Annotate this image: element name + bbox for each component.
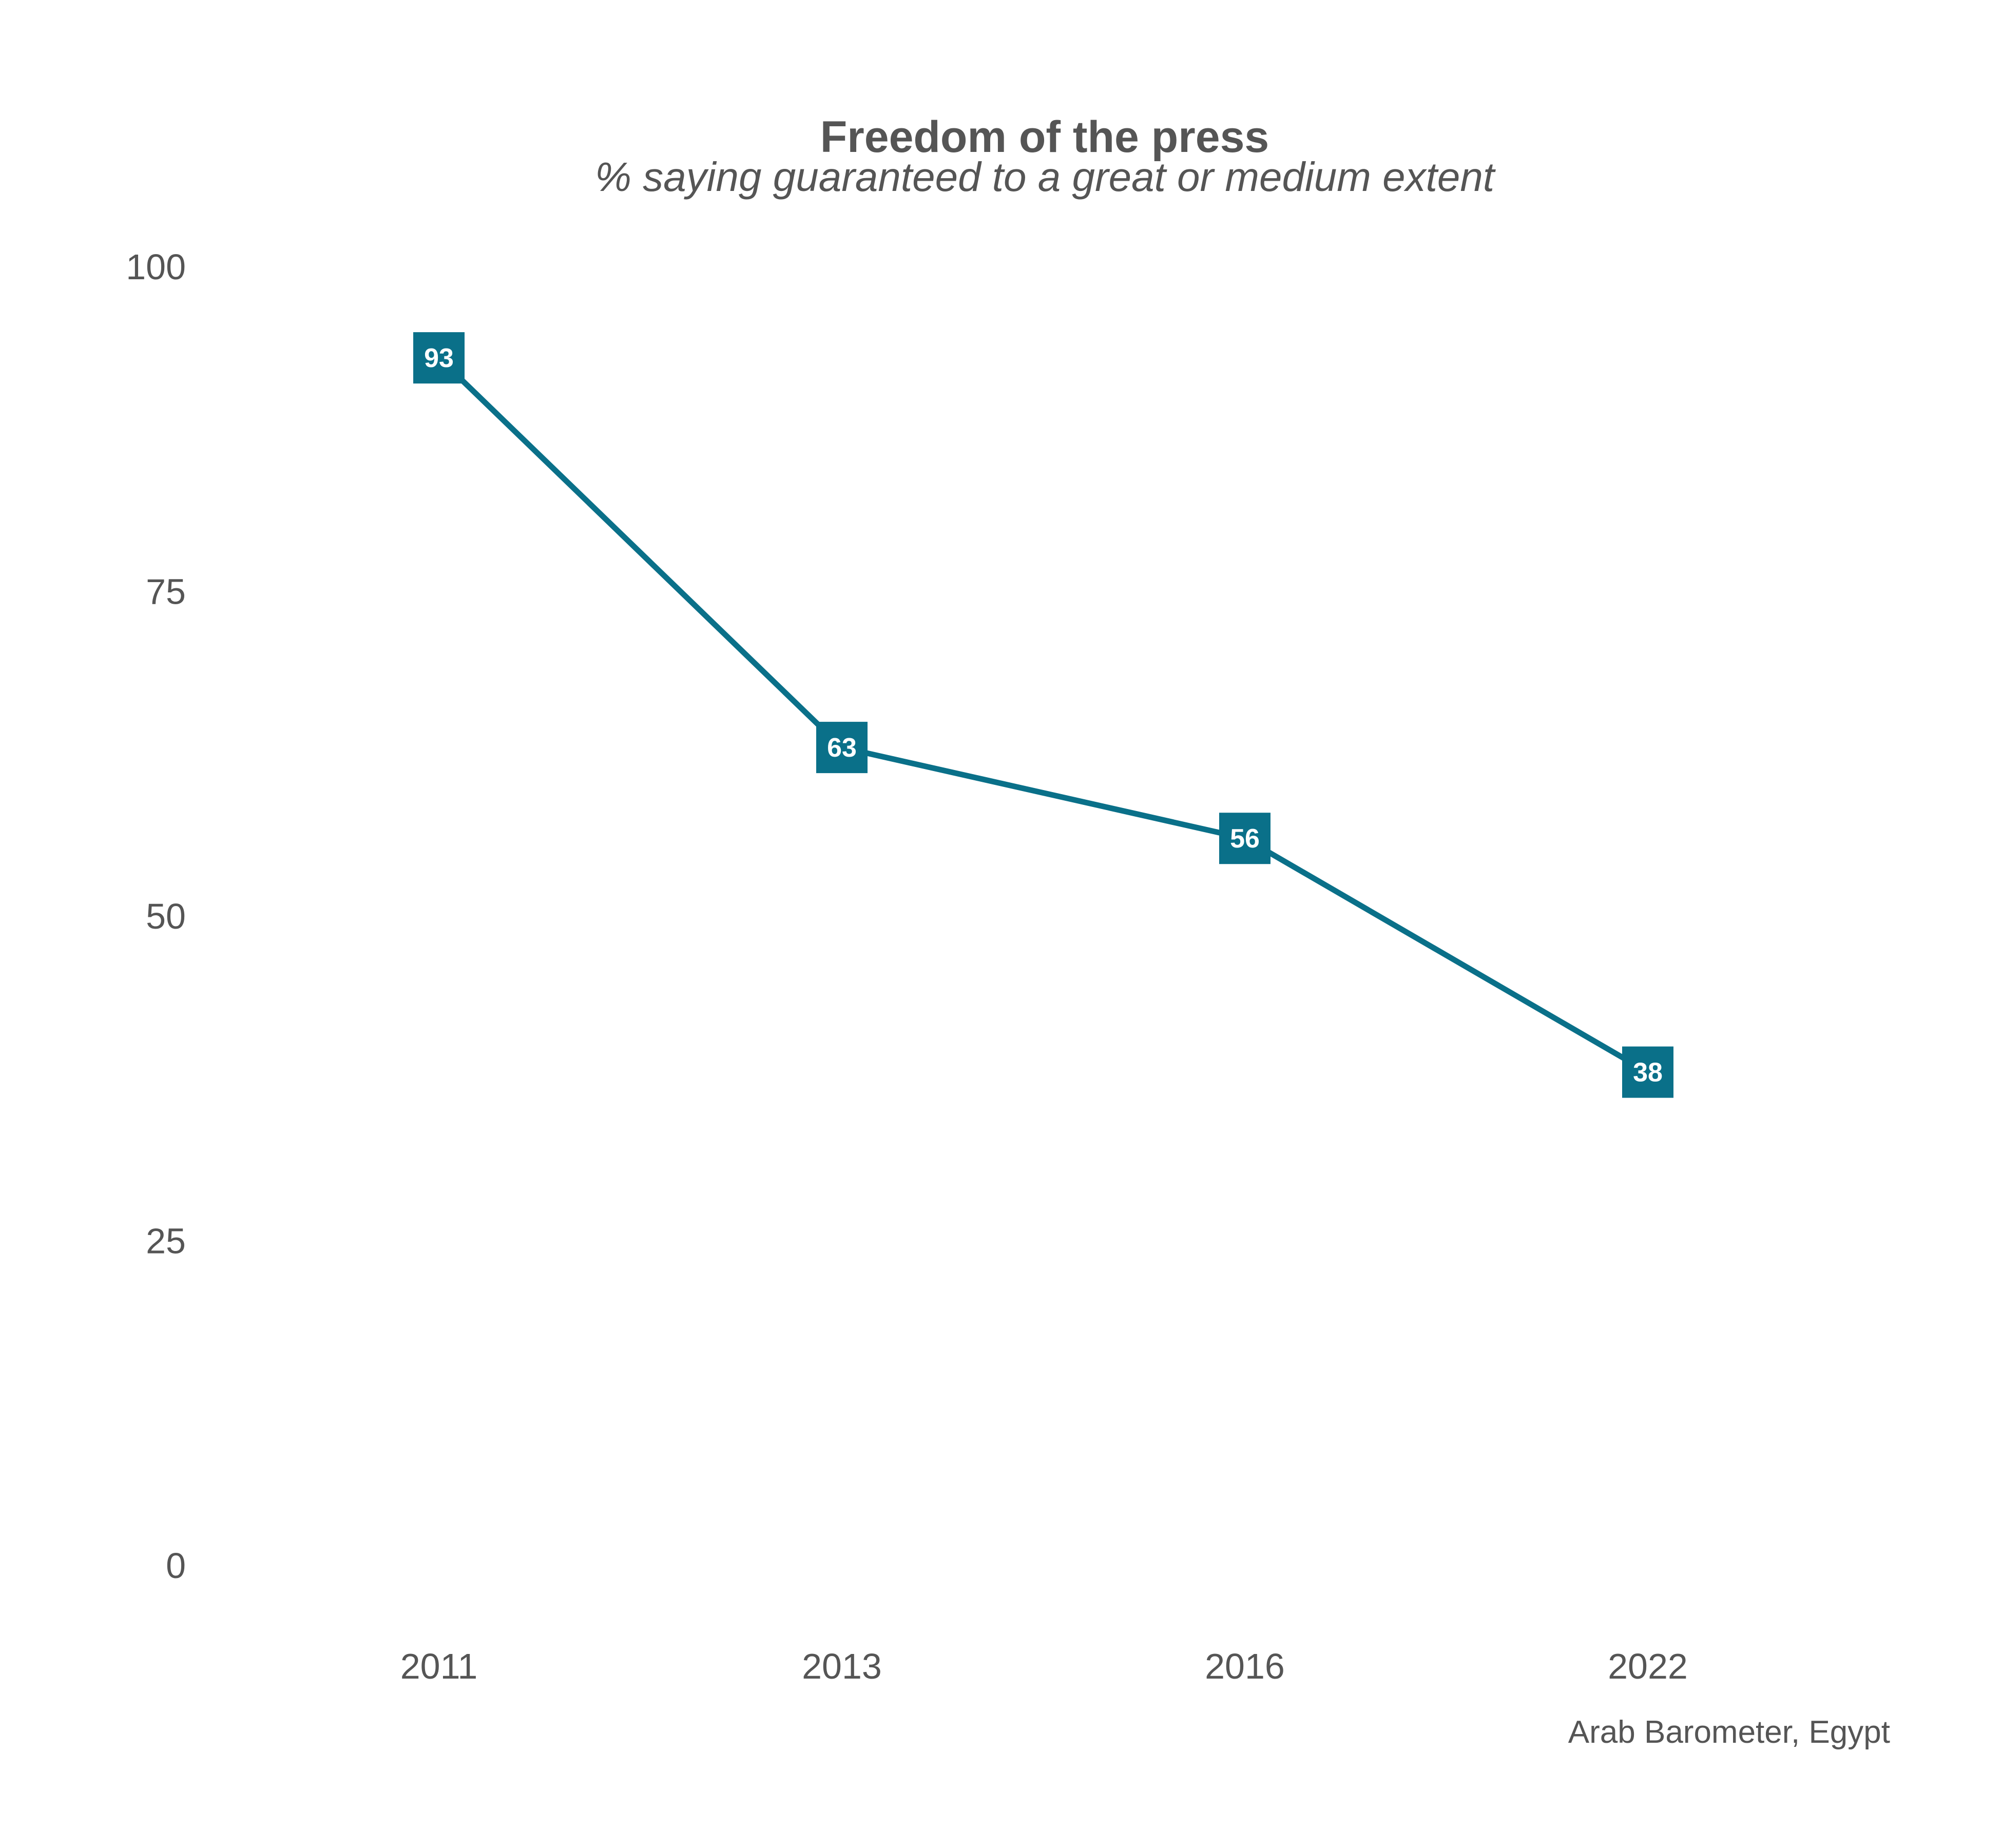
series-line <box>439 358 1648 1072</box>
y-tick-label: 0 <box>166 1546 186 1586</box>
x-tick-label: 2016 <box>1205 1646 1285 1686</box>
x-axis: 2011 2013 2016 2022 <box>400 1646 1688 1686</box>
line-chart: Freedom of the press % saying guaranteed… <box>0 0 2002 1848</box>
data-label: 63 <box>827 733 857 763</box>
y-tick-label: 100 <box>126 247 186 287</box>
data-markers: 93 63 56 38 <box>413 332 1673 1098</box>
x-tick-label: 2022 <box>1608 1646 1688 1686</box>
x-tick-label: 2011 <box>400 1646 478 1686</box>
data-label: 93 <box>424 343 454 373</box>
data-label: 38 <box>1633 1058 1663 1088</box>
y-tick-label: 75 <box>146 572 186 612</box>
chart-subtitle: % saying guaranteed to a great or medium… <box>595 154 1496 200</box>
x-tick-label: 2013 <box>802 1646 882 1686</box>
series-polyline <box>439 358 1648 1072</box>
y-tick-label: 50 <box>146 896 186 936</box>
chart-caption: Arab Barometer, Egypt <box>1568 1715 1890 1750</box>
data-label: 56 <box>1230 824 1260 854</box>
y-tick-label: 25 <box>146 1221 186 1261</box>
y-axis: 0 25 50 75 100 <box>126 247 186 1586</box>
